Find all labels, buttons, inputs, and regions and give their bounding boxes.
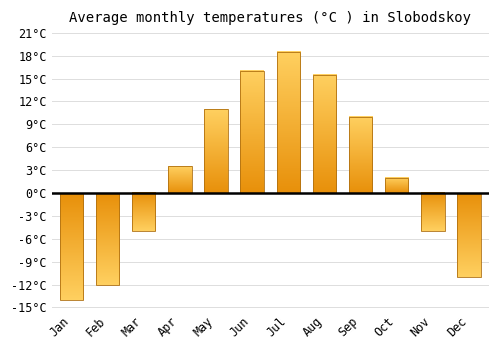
Bar — [168, 166, 192, 193]
Bar — [312, 75, 336, 193]
Title: Average monthly temperatures (°C ) in Slobodskoy: Average monthly temperatures (°C ) in Sl… — [69, 11, 471, 25]
Bar — [349, 117, 372, 193]
Bar — [458, 193, 481, 277]
Bar — [276, 52, 300, 193]
Bar — [96, 193, 120, 285]
Bar — [385, 178, 408, 193]
Bar — [240, 71, 264, 193]
Bar — [60, 193, 83, 300]
Bar — [132, 193, 156, 231]
Bar — [204, 109, 228, 193]
Bar — [421, 193, 444, 231]
